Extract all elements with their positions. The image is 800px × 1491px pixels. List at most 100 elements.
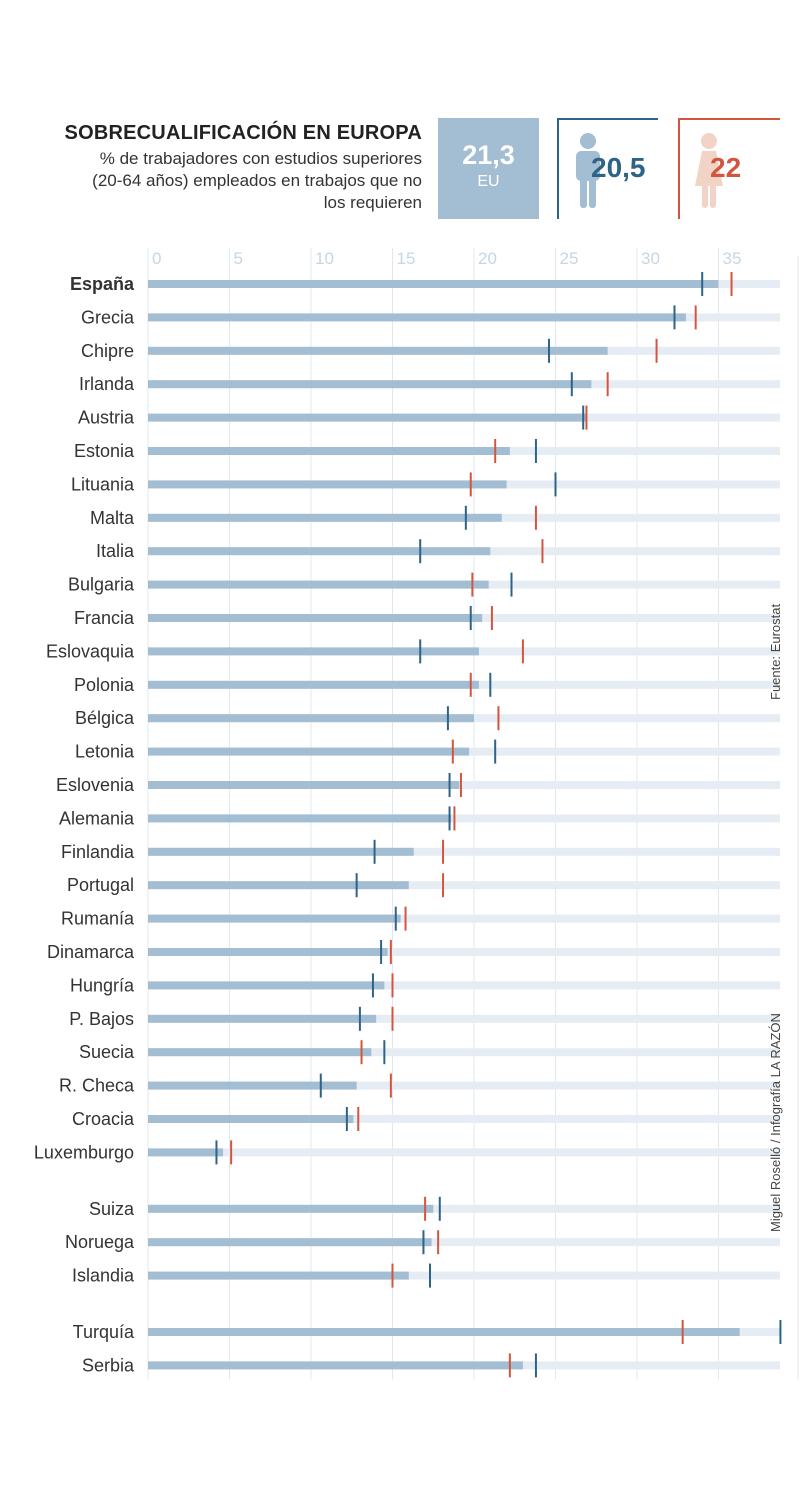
header: SOBRECUALIFICACIÓN EN EUROPA % de trabaj… [0,110,800,225]
country-label: Bulgaria [68,575,135,595]
total-bar [148,747,470,756]
total-bar [148,513,502,522]
country-label: Rumanía [61,909,135,929]
total-bar [148,981,385,990]
total-bar [148,647,479,656]
country-label: Alemania [59,808,135,828]
country-label: Estonia [74,441,135,461]
chart-subtitle: % de trabajadores con estudios superiore… [92,149,422,212]
country-label: Hungría [70,975,135,995]
total-bar [148,346,608,355]
author-credit: Miguel Roselló / Infografía LA RAZÓN [768,1013,783,1232]
x-tick-label: 0 [152,249,161,268]
track-bar [148,1048,780,1057]
chart-title: SOBRECUALIFICACIÓN EN EUROPA [64,122,422,144]
total-bar [148,380,592,389]
men-average-box: 20,5 [557,118,658,219]
country-label: Noruega [65,1232,135,1252]
x-tick-label: 35 [723,249,742,268]
country-label: Eslovaquia [46,641,135,661]
track-bar [148,1204,780,1213]
total-bar [148,280,719,288]
total-bar [148,614,483,622]
total-bar [148,1048,372,1057]
total-bar [148,313,686,322]
total-bar [148,1148,223,1157]
chart-area: 0 5 10 15 20 25 30 35 España Grecia Chipre Irlanda A… [34,248,799,1380]
eu-average-box: 21,3 EU [438,118,539,219]
track-bar [148,1081,780,1090]
track-bar [148,1148,780,1157]
country-label: España [70,274,135,294]
man-icon [576,133,600,208]
track-bar [148,914,780,923]
track-bar [148,981,780,990]
track-bar [148,948,780,956]
total-bar [148,814,452,823]
x-tick-label: 20 [478,249,497,268]
track-bar [148,781,780,789]
total-bar [148,1271,409,1280]
total-bar [148,1014,377,1023]
total-bar [148,580,489,589]
country-label: Francia [74,608,135,628]
women-average-box: 22 [678,118,780,219]
total-bar [148,781,460,789]
country-label: Serbia [82,1355,135,1375]
country-label: Islandia [72,1266,135,1286]
total-bar [148,1328,740,1336]
country-label: Suecia [79,1042,135,1062]
women-average-value: 22 [710,152,742,183]
country-label: Bélgica [75,708,135,728]
country-label: Turquía [73,1322,135,1342]
total-bar [148,847,414,856]
source-credit: Fuente: Eurostat [768,603,783,700]
total-bar [148,447,510,455]
track-bar [148,1014,780,1023]
country-label: Finlandia [61,842,135,862]
total-bar [148,1204,434,1213]
total-bar [148,480,507,489]
x-tick-label: 15 [397,249,416,268]
country-label: Grecia [81,307,135,327]
men-average-value: 20,5 [591,152,646,183]
country-label: Letonia [75,742,135,762]
country-label: Malta [90,508,135,528]
country-label: Chipre [81,341,134,361]
country-label: P. Bajos [69,1009,134,1029]
country-label: Suiza [89,1199,135,1219]
total-bar [148,680,479,689]
country-label: Croacia [72,1109,135,1129]
country-label: R. Checa [59,1076,135,1096]
country-label: Lituania [71,474,135,494]
track-bar [148,1238,780,1247]
country-label: Dinamarca [47,942,135,962]
country-label: Austria [78,408,135,428]
country-label: Eslovenia [56,775,135,795]
eu-average-label: EU [477,173,500,190]
total-bar [148,413,587,422]
total-bar [148,948,388,956]
track-bar [148,1271,780,1280]
x-tick-label: 10 [315,249,334,268]
total-bar [148,1081,357,1090]
total-bar [148,547,491,556]
x-tick-label: 5 [234,249,243,268]
country-label: Luxemburgo [34,1142,134,1162]
total-bar [148,1238,432,1247]
country-label: Polonia [74,675,135,695]
track-bar [148,881,780,890]
eu-average-value: 21,3 [462,140,515,170]
country-label: Italia [96,541,135,561]
x-tick-label: 25 [560,249,579,268]
woman-icon [695,133,723,208]
total-bar [148,714,474,723]
country-label: Portugal [67,875,134,895]
total-bar [148,1115,354,1123]
country-label: Irlanda [79,374,135,394]
total-bar [148,881,409,890]
track-bar [148,814,780,823]
track-bar [148,847,780,856]
track-bar [148,1115,780,1123]
total-bar [148,1361,523,1370]
